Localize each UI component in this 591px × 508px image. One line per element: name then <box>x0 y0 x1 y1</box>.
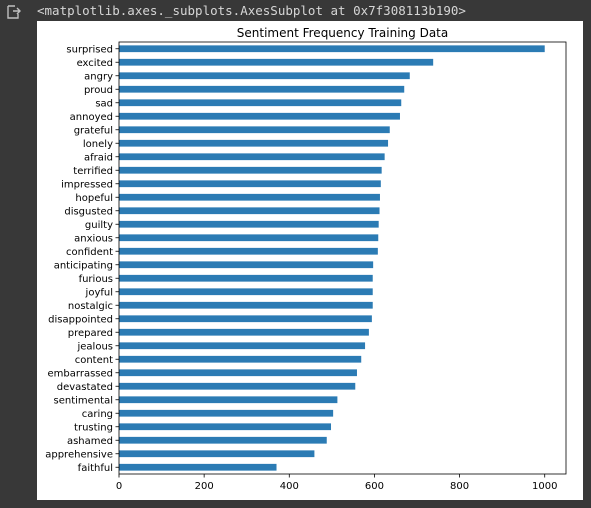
chart-title: Sentiment Frequency Training Data <box>237 26 448 40</box>
x-tick-label-1000: 1000 <box>532 481 557 492</box>
bar-sad <box>119 99 402 107</box>
bar-grateful <box>119 126 390 134</box>
y-tick-label-prepared: prepared <box>68 328 113 339</box>
output-arrow-icon[interactable] <box>6 4 22 20</box>
bar-devastated <box>119 382 356 390</box>
y-tick-label-nostalgic: nostalgic <box>68 301 113 312</box>
y-tick-label-lonely: lonely <box>83 139 113 150</box>
x-tick-label-800: 800 <box>450 481 469 492</box>
y-tick-label-anticipating: anticipating <box>54 260 113 271</box>
y-tick-label-surprised: surprised <box>66 44 113 55</box>
y-tick-label-annoyed: annoyed <box>70 112 113 123</box>
y-tick-label-devastated: devastated <box>57 382 113 393</box>
bar-ashamed <box>119 436 327 444</box>
bar-confident <box>119 247 378 255</box>
y-tick-label-anxious: anxious <box>74 233 113 244</box>
y-tick-label-disgusted: disgusted <box>64 206 113 217</box>
y-tick-label-proud: proud <box>84 85 113 96</box>
bar-nostalgic <box>119 301 373 309</box>
y-tick-label-impressed: impressed <box>61 179 113 190</box>
bar-impressed <box>119 180 381 188</box>
y-tick-label-apprehensive: apprehensive <box>45 449 113 460</box>
bar-content <box>119 355 362 363</box>
y-tick-label-caring: caring <box>82 409 113 420</box>
y-tick-label-confident: confident <box>66 247 113 258</box>
bar-lonely <box>119 139 389 147</box>
y-tick-label-guilty: guilty <box>85 220 113 231</box>
bar-hopeful <box>119 193 380 201</box>
bar-afraid <box>119 153 385 161</box>
bar-trusting <box>119 423 332 431</box>
bar-annoyed <box>119 112 400 120</box>
y-tick-label-trusting: trusting <box>74 422 113 433</box>
y-tick-label-terrified: terrified <box>73 166 113 177</box>
y-tick-label-sentimental: sentimental <box>54 395 113 406</box>
bar-anticipating <box>119 261 374 269</box>
x-tick-label-200: 200 <box>195 481 214 492</box>
bar-prepared <box>119 328 369 336</box>
y-tick-label-faithful: faithful <box>78 463 113 474</box>
y-tick-label-angry: angry <box>84 71 113 82</box>
bar-caring <box>119 409 334 417</box>
y-tick-label-grateful: grateful <box>74 125 113 136</box>
bar-sentimental <box>119 396 338 404</box>
bar-proud <box>119 85 405 93</box>
bar-terrified <box>119 166 382 174</box>
x-tick-label-400: 400 <box>280 481 299 492</box>
y-tick-label-excited: excited <box>77 58 113 69</box>
bar-jealous <box>119 342 366 350</box>
bar-angry <box>119 72 410 80</box>
x-tick-label-600: 600 <box>365 481 384 492</box>
bar-chart: Sentiment Frequency Training Data surpris… <box>45 26 567 492</box>
bar-faithful <box>119 463 277 471</box>
y-tick-label-afraid: afraid <box>84 152 113 163</box>
bar-disappointed <box>119 315 372 323</box>
bar-apprehensive <box>119 450 315 458</box>
y-tick-label-hopeful: hopeful <box>75 193 113 204</box>
axes-frame <box>118 41 567 475</box>
bar-anxious <box>119 234 379 242</box>
bar-excited <box>119 58 434 66</box>
bar-surprised <box>119 45 545 53</box>
y-tick-label-jealous: jealous <box>76 341 113 352</box>
bar-guilty <box>119 220 379 228</box>
y-tick-label-furious: furious <box>79 274 113 285</box>
y-tick-label-ashamed: ashamed <box>67 436 113 447</box>
bar-furious <box>119 274 373 282</box>
bar-disgusted <box>119 207 380 215</box>
y-tick-label-content: content <box>75 355 113 366</box>
output-repr-text: <matplotlib.axes._subplots.AxesSubplot a… <box>37 3 466 18</box>
y-tick-label-embarrassed: embarrassed <box>48 368 113 379</box>
bar-joyful <box>119 288 373 296</box>
y-tick-label-joyful: joyful <box>85 287 113 298</box>
y-tick-label-sad: sad <box>95 98 113 109</box>
x-tick-label-0: 0 <box>116 481 122 492</box>
y-tick-label-disappointed: disappointed <box>48 314 113 325</box>
chart-figure: Sentiment Frequency Training Data surpris… <box>37 21 583 500</box>
bar-embarrassed <box>119 369 357 377</box>
